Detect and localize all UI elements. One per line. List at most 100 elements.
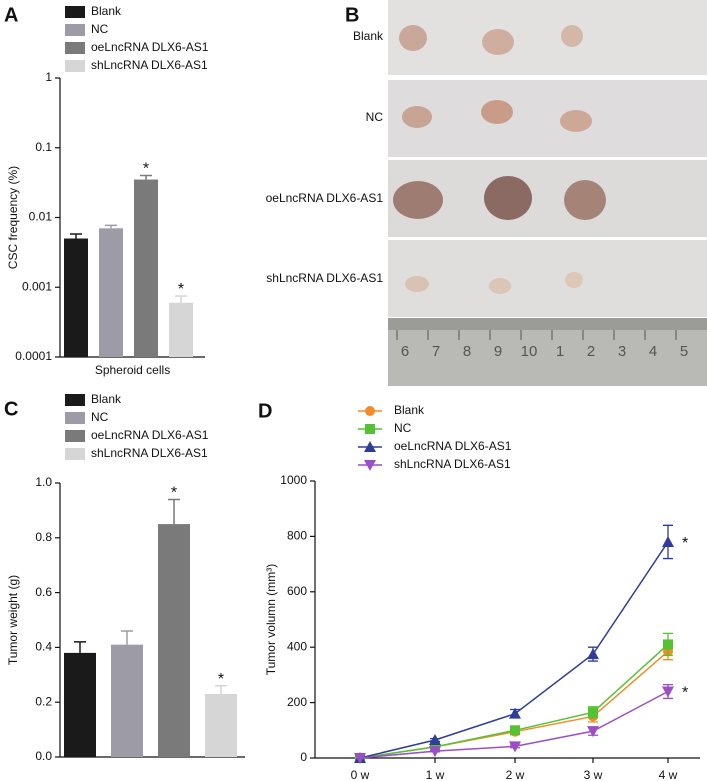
- ruler-label: 8: [463, 343, 471, 360]
- row-label: Blank: [353, 29, 384, 43]
- point: [663, 639, 673, 650]
- y-tick-label: 0: [300, 750, 307, 764]
- point: [662, 686, 674, 698]
- ruler-label: 4: [649, 343, 657, 360]
- y-axis-label: Tumor weight (g): [6, 575, 20, 665]
- y-tick-label: 400: [287, 639, 307, 653]
- legend-label: oeLncRNA DLX6-AS1: [91, 428, 209, 442]
- legend-label: shLncRNA DLX6-AS1: [91, 58, 208, 72]
- ruler-label: 7: [432, 343, 440, 360]
- bar: [64, 652, 96, 757]
- legend-label: shLncRNA DLX6-AS1: [394, 457, 511, 471]
- y-tick-label: 0.01: [29, 210, 53, 224]
- legend-swatch: [65, 42, 85, 54]
- y-tick-label: 0.6: [35, 585, 52, 599]
- ruler-label: 2: [587, 343, 595, 360]
- point: [364, 460, 376, 471]
- legend-label: NC: [394, 421, 412, 435]
- error-bar: [140, 174, 152, 180]
- y-tick-label: 0.4: [35, 640, 52, 654]
- ruler-label: 6: [401, 343, 409, 360]
- error-bar: [175, 295, 187, 303]
- annotation: *: [218, 671, 224, 688]
- error-bar: [168, 498, 180, 525]
- y-axis-label: Tumor volumn (mm³): [264, 564, 278, 676]
- y-tick-label: 0.0: [35, 749, 52, 763]
- y-tick-label: 0.1: [35, 140, 52, 154]
- legend-label: NC: [91, 410, 109, 424]
- point: [365, 406, 375, 416]
- annotation: *: [682, 535, 688, 552]
- point: [588, 707, 598, 718]
- y-tick-label: 0.2: [35, 694, 52, 708]
- panel-label: B: [345, 4, 359, 26]
- ruler-label: 5: [680, 343, 688, 360]
- panel-label: D: [258, 400, 272, 422]
- legend-swatch: [65, 24, 85, 36]
- point: [364, 441, 376, 452]
- legend-swatch: [65, 430, 85, 442]
- annotation: *: [682, 685, 688, 702]
- row-label: NC: [366, 110, 384, 124]
- y-tick-label: 0.8: [35, 530, 52, 544]
- ruler-label: 3: [618, 343, 626, 360]
- error-bar: [121, 630, 133, 645]
- legend-swatch: [65, 448, 85, 460]
- y-tick-label: 0.001: [22, 279, 52, 293]
- bar: [169, 302, 193, 357]
- legend-label: oeLncRNA DLX6-AS1: [394, 439, 512, 453]
- x-tick-label: 0 w: [351, 768, 370, 781]
- legend-swatch: [65, 394, 85, 406]
- y-tick-label: 200: [287, 695, 307, 709]
- series-line: [359, 643, 669, 759]
- bar: [111, 644, 143, 757]
- y-tick-label: 800: [287, 529, 307, 543]
- error-bar: [70, 233, 82, 239]
- bar: [158, 524, 190, 757]
- error-bar: [74, 641, 86, 653]
- annotation: *: [171, 485, 177, 502]
- y-tick-label: 1000: [280, 473, 307, 487]
- point: [429, 746, 441, 758]
- point: [509, 741, 521, 753]
- panel-label: C: [4, 398, 18, 420]
- point: [510, 725, 520, 736]
- legend-label: shLncRNA DLX6-AS1: [91, 446, 208, 460]
- y-tick-label: 0.0001: [15, 349, 52, 363]
- x-tick-label: 1 w: [426, 768, 445, 781]
- x-tick-label: Spheroid cells: [95, 363, 170, 377]
- point: [587, 648, 599, 660]
- y-axis-label: CSC frequency (%): [6, 166, 20, 269]
- ruler-label: 1: [556, 343, 564, 360]
- point: [354, 753, 366, 764]
- legend-label: Blank: [91, 392, 122, 406]
- bar: [99, 228, 123, 357]
- x-tick-label: 4 w: [659, 768, 678, 781]
- y-tick-label: 1.0: [35, 475, 52, 489]
- bar: [134, 179, 158, 357]
- error-bar: [215, 685, 227, 694]
- ruler-label: 9: [494, 343, 502, 360]
- annotation: *: [178, 281, 184, 298]
- annotation: *: [143, 161, 149, 178]
- point: [365, 424, 375, 434]
- bar: [64, 238, 88, 357]
- legend-label: oeLncRNA DLX6-AS1: [91, 40, 209, 54]
- row-label: oeLncRNA DLX6-AS1: [266, 191, 384, 205]
- legend-swatch: [65, 60, 85, 72]
- point: [662, 535, 674, 547]
- point: [509, 707, 521, 719]
- legend-label: NC: [91, 22, 109, 36]
- legend-label: Blank: [394, 403, 425, 417]
- row-label: shLncRNA DLX6-AS1: [266, 271, 383, 285]
- panel-label: A: [4, 4, 18, 26]
- point: [587, 726, 599, 738]
- x-tick-label: 3 w: [584, 768, 603, 781]
- x-tick-label: 2 w: [506, 768, 525, 781]
- bar: [205, 693, 237, 757]
- ruler-label: 10: [521, 343, 538, 360]
- legend-swatch: [65, 6, 85, 18]
- error-bar: [105, 224, 117, 229]
- y-tick-label: 600: [287, 584, 307, 598]
